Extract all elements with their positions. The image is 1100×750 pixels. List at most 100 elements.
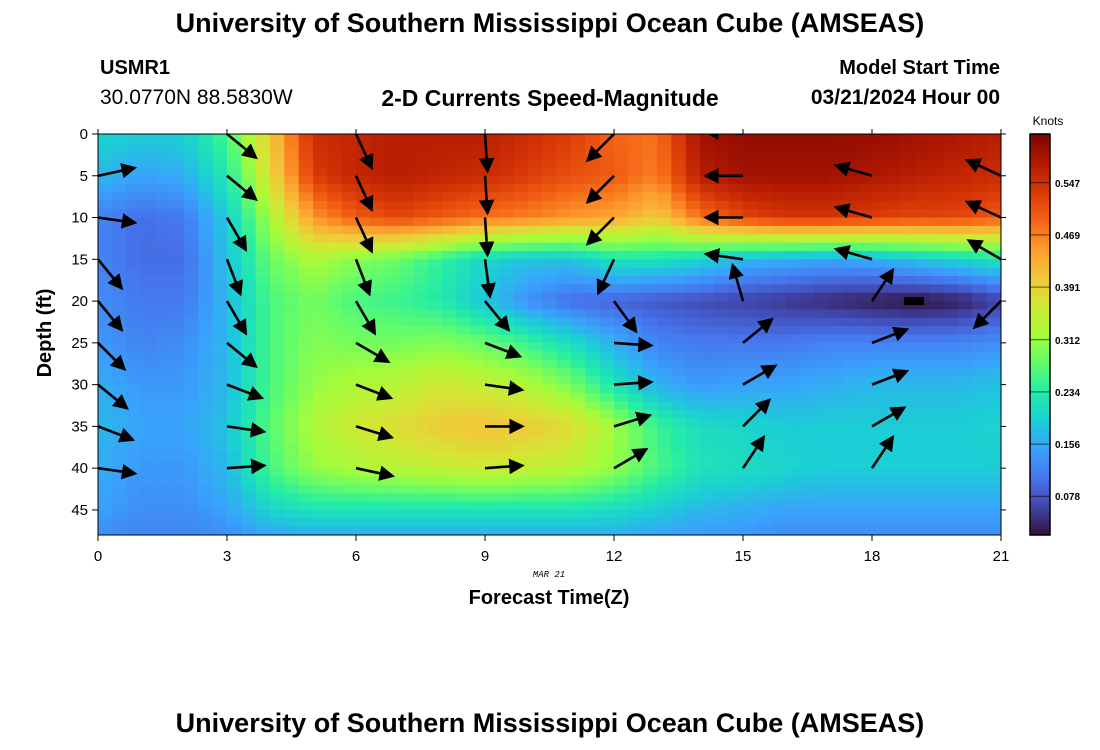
- heatmap-cell: [743, 468, 758, 478]
- heatmap-cell: [599, 384, 615, 394]
- heatmap-cell: [571, 501, 586, 511]
- heatmap-cell: [671, 426, 687, 436]
- heatmap-cell: [370, 175, 386, 185]
- heatmap-cell: [528, 409, 543, 419]
- heatmap-cell: [399, 209, 414, 219]
- heatmap-cell: [958, 359, 973, 369]
- heatmap-cell: [513, 259, 529, 269]
- heatmap-cell: [413, 242, 429, 252]
- current-vector-arrow: [833, 161, 873, 178]
- heatmap-cell: [499, 367, 515, 377]
- heatmap-cell: [843, 426, 859, 436]
- heatmap-cell: [427, 259, 443, 269]
- heatmap-cell: [671, 309, 687, 319]
- heatmap-cell: [384, 409, 400, 419]
- heatmap-cell: [872, 384, 887, 394]
- heatmap-cell: [126, 401, 142, 411]
- heatmap-cell: [255, 184, 271, 194]
- heatmap-cell: [886, 518, 902, 528]
- heatmap-cell: [241, 334, 257, 344]
- heatmap-cell: [313, 526, 328, 535]
- heatmap-cell: [298, 351, 314, 361]
- heatmap-cell: [714, 451, 730, 461]
- heatmap-cell: [585, 334, 601, 344]
- heatmap-cell: [284, 192, 300, 202]
- heatmap-cell: [857, 309, 873, 319]
- heatmap-cell: [513, 209, 529, 219]
- heatmap-cell: [642, 159, 658, 169]
- heatmap-cell: [112, 175, 128, 185]
- heatmap-cell: [886, 184, 902, 194]
- heatmap-cell: [485, 309, 500, 319]
- heatmap-cell: [141, 259, 156, 269]
- heatmap-cell: [628, 476, 644, 486]
- heatmap-cell: [313, 276, 328, 285]
- heatmap-cell: [241, 317, 257, 327]
- heatmap-cell: [227, 150, 242, 160]
- model-start-time-value: 03/21/2024 Hour 00: [810, 86, 1000, 109]
- heatmap-cell: [427, 276, 443, 285]
- heatmap-cell: [327, 459, 343, 469]
- heatmap-cell: [857, 192, 873, 202]
- heatmap-cell: [800, 401, 816, 411]
- heatmap-cell: [356, 526, 371, 535]
- heatmap-cell: [241, 167, 257, 177]
- heatmap-cell: [313, 434, 328, 444]
- heatmap-cell: [298, 443, 314, 453]
- heatmap-cell: [943, 334, 959, 344]
- heatmap-cell: [986, 301, 1001, 311]
- heatmap-cell: [700, 359, 715, 369]
- heatmap-cell: [800, 342, 816, 352]
- heatmap-cell: [255, 384, 271, 394]
- heatmap-cell: [284, 242, 300, 252]
- heatmap-cell: [141, 418, 156, 427]
- heatmap-cell: [98, 468, 113, 478]
- heatmap-cell: [972, 292, 988, 302]
- heatmap-cell: [155, 292, 171, 302]
- heatmap-cell: [671, 217, 687, 227]
- heatmap-cell: [814, 225, 830, 235]
- heatmap-cell: [513, 267, 529, 277]
- current-vector-arrow: [484, 341, 523, 359]
- heatmap-cell: [384, 292, 400, 302]
- heatmap-cell: [857, 476, 873, 486]
- heatmap-cell: [298, 384, 314, 394]
- heatmap-cell: [843, 134, 859, 143]
- heatmap-cell: [685, 326, 701, 336]
- heatmap-cell: [642, 359, 658, 369]
- heatmap-cell: [499, 434, 515, 444]
- heatmap-cell: [700, 468, 715, 478]
- heatmap-cell: [685, 276, 701, 285]
- y-tick-label: 20: [71, 293, 88, 310]
- heatmap-cell: [485, 284, 500, 294]
- heatmap-cell: [728, 167, 744, 177]
- heatmap-cell: [384, 418, 400, 427]
- heatmap-cell: [341, 484, 357, 494]
- heatmap-cell: [427, 384, 443, 394]
- heatmap-cell: [284, 326, 300, 336]
- heatmap-cell: [800, 209, 816, 219]
- heatmap-cell: [685, 493, 701, 503]
- heatmap-cell: [800, 392, 816, 402]
- heatmap-cell: [714, 376, 730, 386]
- current-vector-arrow: [226, 383, 265, 401]
- heatmap-cell: [456, 242, 472, 252]
- heatmap-cell: [857, 217, 873, 227]
- heatmap-cell: [241, 468, 257, 478]
- heatmap-cell: [227, 376, 242, 386]
- heatmap-cell: [872, 259, 887, 269]
- current-vector-arrow: [871, 368, 910, 386]
- heatmap-cell: [298, 267, 314, 277]
- heatmap-cell: [857, 142, 873, 152]
- heatmap-cell: [98, 476, 113, 486]
- heatmap-cell: [915, 234, 930, 244]
- heatmap-cell: [456, 142, 472, 152]
- heatmap-cell: [700, 309, 715, 319]
- heatmap-cell: [499, 334, 515, 344]
- heatmap-cell: [829, 267, 844, 277]
- heatmap-cell: [356, 175, 371, 185]
- heatmap-cell: [685, 250, 701, 260]
- heatmap-cell: [313, 426, 328, 436]
- heatmap-cell: [657, 376, 672, 386]
- heatmap-cell: [241, 159, 257, 169]
